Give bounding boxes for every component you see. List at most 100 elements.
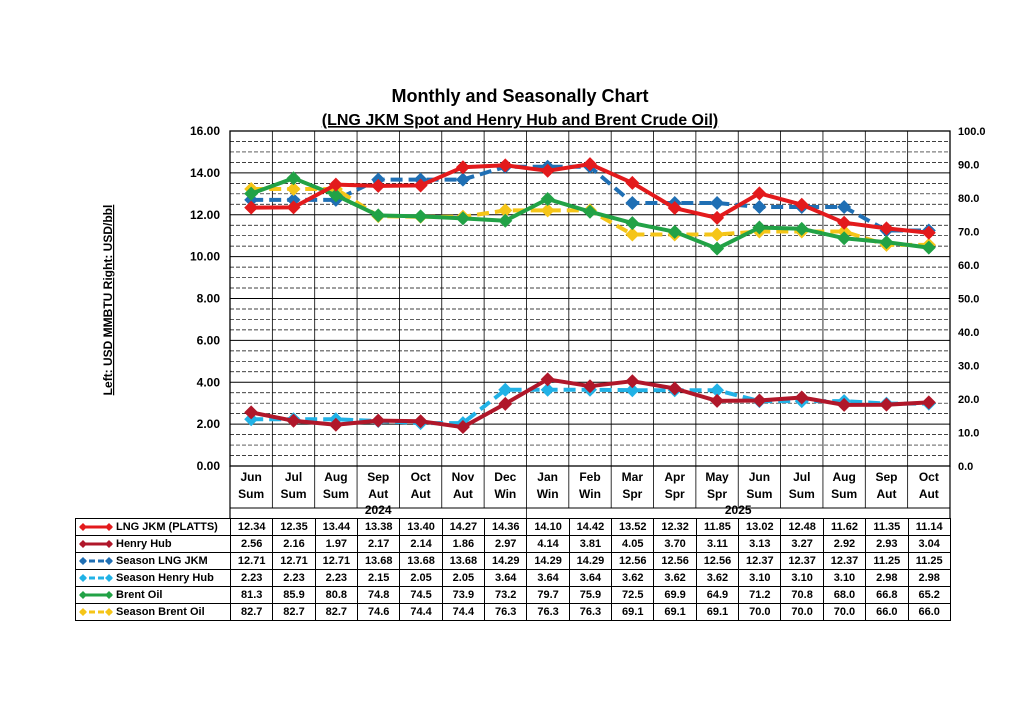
data-point [921,395,936,410]
table-cell: 74.5 [399,586,443,604]
series-legend-cell: LNG JKM (PLATTS) [75,518,231,536]
x-axis-labels: Jun Sum Jul Sum Aug Sum Sep Aut Oct Aut Nov Aut Dec W… [238,470,939,517]
table-cell: 11.25 [865,552,909,570]
left-tick-label: 10.00 [190,250,220,264]
legend-swatch [79,557,113,566]
year-label: 2025 [725,503,752,517]
season-label: Win [494,487,516,501]
legend-swatch [79,523,113,532]
table-cell: 2.23 [314,569,359,587]
data-point [710,196,725,211]
table-cell: 3.81 [568,535,613,553]
plot-frame [229,130,951,467]
table-cell: 80.8 [314,586,359,604]
data-point [667,201,682,216]
data-point [837,231,852,246]
season-label: Aut [876,487,896,501]
table-cell: 82.7 [314,603,359,621]
right-tick-label: 50.0 [958,294,979,306]
table-cell: 74.6 [357,603,401,621]
right-tick-label: 10.0 [958,428,979,440]
left-tick-label: 6.00 [197,333,221,347]
data-point [710,210,725,225]
data-point [286,413,301,428]
data-point [540,192,555,207]
table-cell: 2.23 [229,569,274,587]
left-tick-label: 16.00 [190,124,220,138]
table-cell: 3.10 [822,569,867,587]
table-cell: 14.29 [568,552,613,570]
y-axis-label: Left: USD MMBTU Right: USD/bbl [101,205,115,396]
season-label: Spr [707,487,727,501]
table-cell: 73.9 [441,586,486,604]
table-cell: 13.52 [611,518,655,536]
data-point [837,215,852,230]
table-cell: 71.2 [738,586,782,604]
data-point [837,200,852,215]
series-legend-cell: Brent Oil [75,586,231,604]
month-label: Dec [494,470,516,484]
table-cell: 2.92 [822,535,867,553]
table-cell: 14.29 [484,552,528,570]
season-label: Aut [453,487,473,501]
table-cell: 66.8 [865,586,909,604]
right-tick-label: 40.0 [958,327,979,339]
month-label: Jun [241,470,262,484]
data-point [794,390,809,405]
table-cell: 13.68 [441,552,486,570]
month-label: Feb [579,470,600,484]
series-name: Season Henry Hub [116,572,214,585]
table-cell: 70.8 [780,586,824,604]
data-point [752,393,767,408]
table-cell: 13.44 [314,518,359,536]
table-row: Season LNG JKM 12.71 12.71 12.71 13.68 13.68 1… [75,552,951,570]
data-point [625,227,640,242]
table-cell: 81.3 [229,586,274,604]
table-cell: 11.25 [907,552,951,570]
data-point [583,379,597,394]
data-point [540,203,555,218]
data-point [498,382,513,397]
data-point [371,413,386,428]
table-cell: 3.04 [907,535,951,553]
data-point [879,221,894,236]
season-label: Sum [323,487,349,501]
data-point [752,200,767,215]
data-point [244,405,259,420]
table-cell: 4.05 [611,535,655,553]
table-cell: 13.02 [738,518,782,536]
data-point [286,171,301,186]
data-point [455,172,470,187]
data-point [879,397,894,412]
table-cell: 70.0 [780,603,824,621]
legend-swatch [79,591,113,600]
data-point [286,181,301,196]
table-row: LNG JKM (PLATTS) 12.34 12.35 13.44 13.38 13.4… [75,518,951,536]
data-point [540,372,555,387]
table-cell: 75.9 [568,586,613,604]
table-cell: 12.56 [695,552,740,570]
data-point [455,211,470,226]
data-point [540,163,555,178]
table-cell: 11.35 [865,518,909,536]
right-tick-label: 30.0 [958,361,979,373]
table-cell: 3.11 [695,535,740,553]
data-point [794,197,809,212]
table-cell: 1.86 [441,535,486,553]
table-cell: 12.37 [780,552,824,570]
table-cell: 74.4 [441,603,486,621]
month-label: Mar [622,470,644,484]
table-cell: 76.3 [568,603,613,621]
data-point [921,225,936,240]
series-name: Season LNG JKM [116,555,208,568]
data-point [667,224,682,239]
table-cell: 2.56 [229,535,274,553]
data-point [498,203,513,218]
month-label: Jun [749,470,770,484]
table-cell: 13.68 [357,552,401,570]
season-label: Win [537,487,559,501]
table-cell: 11.14 [907,518,951,536]
data-point [752,220,767,235]
data-point [455,420,470,435]
